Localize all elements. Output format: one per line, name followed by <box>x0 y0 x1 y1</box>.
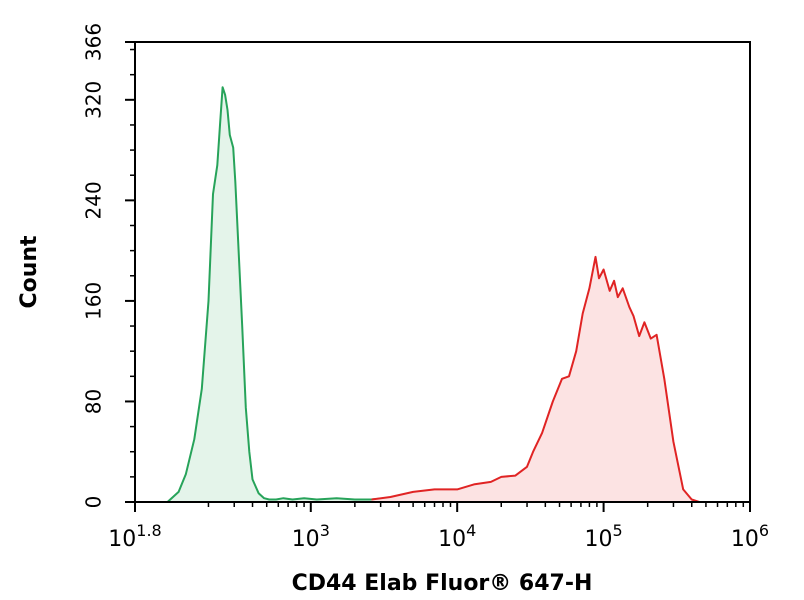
x-tick-label: 103 <box>292 521 330 552</box>
y-axis-title: Count <box>17 235 42 309</box>
series-2-area <box>371 256 700 502</box>
x-tick-label: 101.8 <box>108 521 161 552</box>
series-layer <box>166 86 700 503</box>
series-1-area <box>167 87 393 502</box>
x-axis: 101.8 103 104 105 106 <box>108 502 769 552</box>
y-tick-label: 320 <box>82 81 106 119</box>
x-tick-label: 106 <box>731 521 769 552</box>
series-1-line <box>166 86 393 503</box>
y-tick-label: 80 <box>82 389 106 414</box>
y-tick-label: 160 <box>82 282 106 320</box>
y-axis: 0 80 160 240 320 366 <box>82 23 135 509</box>
y-tick-label: 240 <box>82 181 106 219</box>
y-tick-label: 0 <box>82 496 106 509</box>
x-tick-label: 105 <box>585 521 623 552</box>
x-tick-label: 104 <box>438 521 476 552</box>
y-tick-label: 366 <box>82 23 106 61</box>
series-2-line <box>371 255 700 503</box>
x-axis-title: CD44 Elab Fluor® 647-H <box>292 571 593 596</box>
